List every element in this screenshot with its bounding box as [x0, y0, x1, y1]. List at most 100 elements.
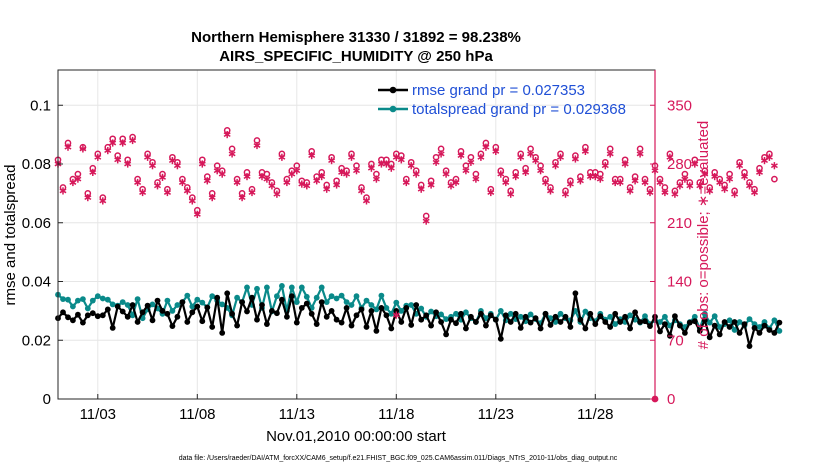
obs-evaluated-point-stroke: [223, 132, 231, 138]
obs-evaluated-point-stroke: [472, 176, 480, 182]
totalspread-point: [129, 312, 136, 319]
obs-evaluated-point-stroke: [537, 168, 545, 174]
obs-evaluated-point-stroke: [198, 161, 206, 167]
totalspread-point: [279, 283, 285, 289]
obs-evaluated-point-stroke: [79, 146, 87, 152]
obs-evaluated-point: [517, 153, 525, 161]
obs-evaluated-point: [79, 145, 87, 153]
obs-evaluated-point-stroke: [233, 180, 241, 185]
rmse-point: [677, 322, 683, 329]
obs-evaluated-point-stroke: [89, 169, 97, 175]
rmse-point: [547, 322, 554, 328]
obs-evaluated-point: [477, 153, 485, 161]
rmse-point: [691, 318, 698, 325]
obs-evaluated-point-stroke: [74, 176, 82, 182]
obs-evaluated-point: [213, 167, 221, 175]
obs-evaluated-point: [726, 175, 734, 183]
obs-evaluated-point: [407, 162, 415, 170]
rmse-point: [239, 299, 246, 305]
x-tick-label: 11/18: [378, 406, 414, 423]
rmse-point: [542, 310, 549, 317]
totalspread-point: [771, 317, 778, 324]
obs-evaluated-point-stroke: [686, 183, 694, 189]
rmse-point: [423, 312, 430, 319]
totalspread-point: [642, 313, 648, 320]
rmse-point: [766, 327, 773, 333]
totalspread-point: [627, 312, 633, 319]
obs-evaluated-point-stroke: [298, 181, 306, 187]
obs-evaluated-point-stroke: [477, 154, 485, 160]
totalspread-point: [70, 303, 76, 310]
obs-evaluated-point: [288, 170, 296, 178]
totalspread-point: [219, 301, 226, 308]
totalspread-point: [607, 313, 614, 320]
obs-evaluated-point: [109, 139, 117, 147]
rmse-point: [497, 335, 504, 342]
rmse-point: [741, 321, 748, 327]
rmse-point: [438, 319, 444, 325]
rmse-point: [224, 290, 231, 297]
rmse-point: [592, 321, 599, 327]
rmse-point: [567, 324, 574, 330]
obs-evaluated-point: [159, 173, 166, 181]
chart-title: Northern Hemisphere 31330 / 31892 = 98.2…: [191, 29, 521, 46]
rmse-point: [179, 299, 186, 305]
obs-evaluated-point-stroke: [208, 195, 216, 201]
obs-evaluated-point-stroke: [596, 176, 604, 182]
y-right-tick-label: 70: [667, 332, 684, 349]
obs-evaluated-point-stroke: [482, 144, 490, 150]
rmse-point: [144, 302, 151, 309]
rmse-point: [398, 319, 405, 325]
obs-evaluated-point-stroke: [656, 180, 664, 185]
obs-evaluated-point: [119, 139, 127, 147]
totalspread-point: [726, 317, 733, 324]
obs-evaluated-point-stroke: [154, 183, 161, 189]
obs-evaluated-point-stroke: [94, 154, 102, 160]
obs-evaluated-point: [168, 157, 176, 165]
legend: rmse grand pr = 0.027353 totalspread gra…: [378, 82, 626, 118]
totalspread-point: [418, 305, 425, 312]
totalspread-point: [453, 310, 459, 317]
rmse-point: [632, 309, 638, 316]
totalspread-point: [109, 301, 116, 308]
obs-evaluated-point: [452, 178, 460, 187]
totalspread-point: [373, 306, 380, 313]
rmse-point: [428, 322, 434, 329]
obs-evaluated-point-stroke: [681, 176, 689, 182]
totalspread-point: [736, 319, 743, 325]
obs-evaluated-point-stroke: [636, 151, 644, 157]
obs-evaluated-point-stroke: [407, 163, 415, 169]
rmse-point: [602, 319, 609, 325]
totalspread-point: [174, 302, 181, 308]
obs-evaluated-point: [298, 180, 306, 188]
obs-evaluated-point-stroke: [343, 171, 351, 177]
obs-evaluated-point-stroke: [268, 183, 276, 189]
obs-evaluated-point: [268, 182, 276, 190]
obs-evaluated-point-stroke: [124, 161, 132, 167]
obs-evaluated-point-stroke: [308, 153, 316, 159]
y-left-tick-label: 0: [43, 391, 51, 408]
obs-evaluated-point-stroke: [696, 183, 704, 189]
y-axis-right-label: # of obs: o=possible; ∗=evaluated: [695, 121, 712, 350]
rmse-point: [562, 313, 569, 320]
obs-evaluated-point-stroke: [109, 140, 117, 146]
rmse-point: [532, 315, 539, 322]
obs-evaluated-point: [741, 173, 749, 181]
y-right-tick-label: 0: [667, 391, 675, 408]
obs-evaluated-point-stroke: [437, 151, 445, 157]
obs-evaluated-point: [64, 143, 72, 151]
obs-evaluated-point-stroke: [402, 180, 410, 185]
obs-evaluated-point: [686, 182, 694, 190]
totalspread-point: [507, 310, 514, 317]
obs-evaluated-point: [507, 190, 515, 198]
rmse-point: [254, 316, 260, 323]
rmse-point: [672, 313, 678, 320]
obs-evaluated-point-stroke: [770, 163, 778, 169]
obs-evaluated-point: [447, 182, 455, 190]
rmse-point: [119, 308, 126, 315]
obs-evaluated-point-stroke: [736, 163, 744, 169]
totalspread-point: [378, 292, 385, 299]
obs-evaluated-point: [542, 178, 550, 187]
rmse-point: [612, 310, 619, 317]
totalspread-point: [582, 308, 589, 315]
